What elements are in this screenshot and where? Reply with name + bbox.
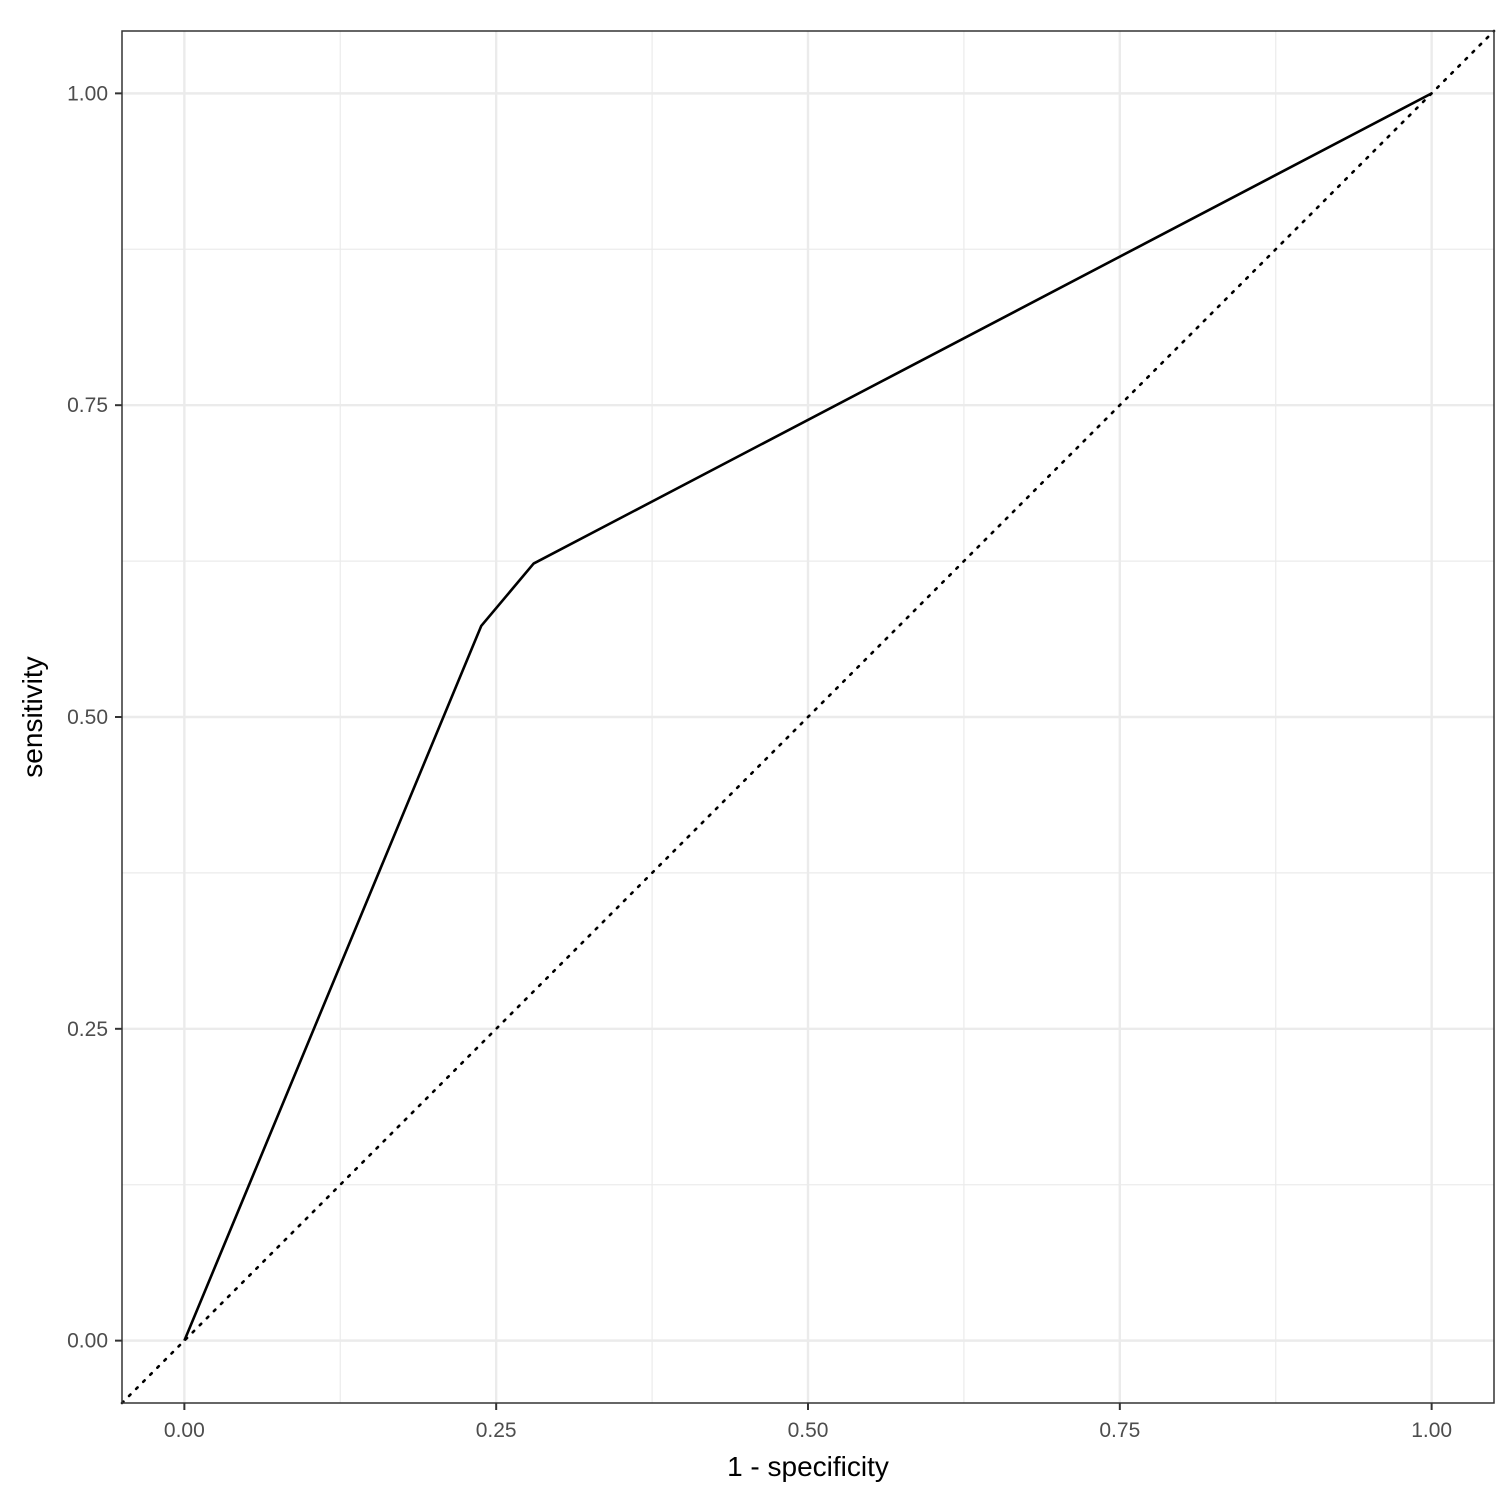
y-tick-label: 0.25 (67, 1018, 108, 1041)
y-axis-title: sensitivity (17, 656, 48, 777)
reference-diagonal-line (120, 29, 1496, 1405)
x-tick-label: 0.25 (476, 1419, 517, 1442)
y-tick-label: 0.50 (67, 706, 108, 729)
y-axis-ticks: 0.00 0.25 0.50 0.75 1.00 (67, 82, 122, 1353)
x-axis-title: 1 - specificity (727, 1451, 889, 1482)
x-axis-ticks: 0.00 0.25 0.50 0.75 1.00 (164, 1403, 1452, 1442)
x-tick-label: 0.00 (164, 1419, 205, 1442)
x-tick-label: 1.00 (1411, 1419, 1452, 1442)
series-layer (183, 92, 1433, 1342)
reference-diagonal-layer (120, 29, 1496, 1405)
x-tick-label: 0.75 (1099, 1419, 1140, 1442)
x-tick-label: 0.50 (788, 1419, 829, 1442)
y-tick-label: 0.75 (67, 394, 108, 417)
y-tick-label: 1.00 (67, 82, 108, 105)
y-tick-label: 0.00 (67, 1330, 108, 1353)
roc-curve-line (183, 92, 1433, 1342)
